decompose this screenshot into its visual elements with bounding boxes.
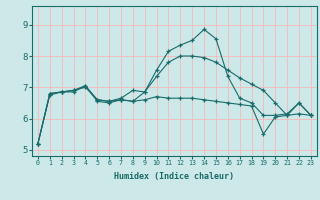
X-axis label: Humidex (Indice chaleur): Humidex (Indice chaleur) [115, 172, 234, 181]
